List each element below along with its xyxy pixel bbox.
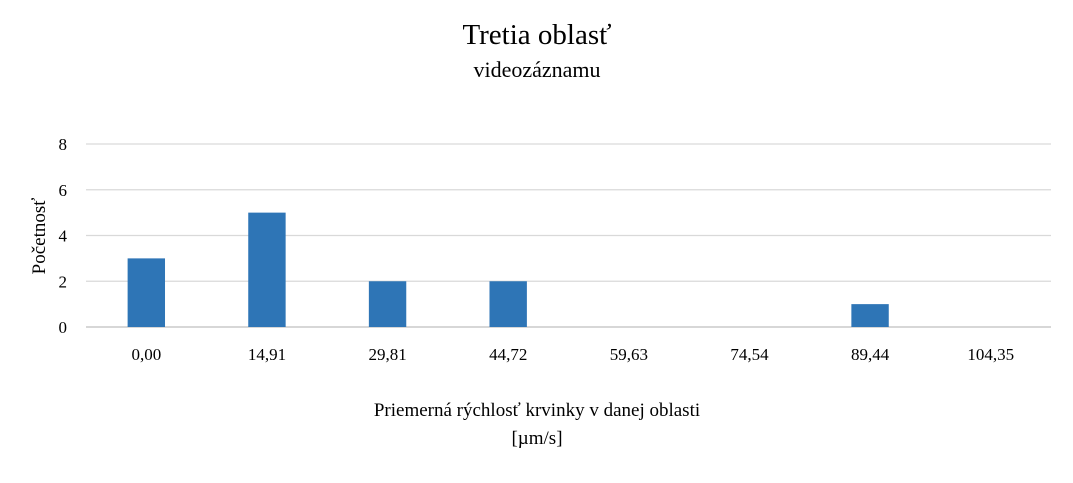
x-tick-label: 29,81: [368, 345, 406, 364]
bar: [851, 304, 889, 327]
x-tick-label: 14,91: [248, 345, 286, 364]
x-axis-unit: [µm/s]: [511, 428, 562, 449]
y-tick-label: 2: [59, 272, 68, 291]
x-axis-title: Priemerná rýchlosť krvinky v danej oblas…: [374, 400, 700, 421]
bar: [127, 258, 166, 327]
x-tick-label: 44,72: [489, 345, 527, 364]
y-axis-title: Početnosť: [29, 198, 50, 275]
y-tick-label: 6: [59, 181, 68, 200]
y-axis-ticks: 0 2 4 6 8: [59, 135, 68, 337]
bar: [489, 281, 527, 327]
x-tick-label: 0,00: [131, 345, 161, 364]
x-axis-ticks: 0,00 14,91 29,81 44,72 59,63 74,54 89,44 104,35: [131, 345, 1014, 364]
bar: [368, 281, 407, 327]
bar: [248, 212, 286, 327]
x-tick-label: 59,63: [610, 345, 648, 364]
y-tick-label: 8: [59, 135, 68, 154]
gridlines: [86, 143, 1051, 328]
y-tick-label: 4: [59, 227, 68, 246]
chart-title: Tretia oblasť: [462, 19, 611, 51]
x-tick-label: 89,44: [851, 345, 890, 364]
y-tick-label: 0: [59, 318, 68, 337]
x-tick-label: 74,54: [730, 345, 769, 364]
bars: [127, 212, 889, 327]
chart-subtitle: videozáznamu: [473, 57, 600, 82]
x-tick-label: 104,35: [967, 345, 1014, 364]
